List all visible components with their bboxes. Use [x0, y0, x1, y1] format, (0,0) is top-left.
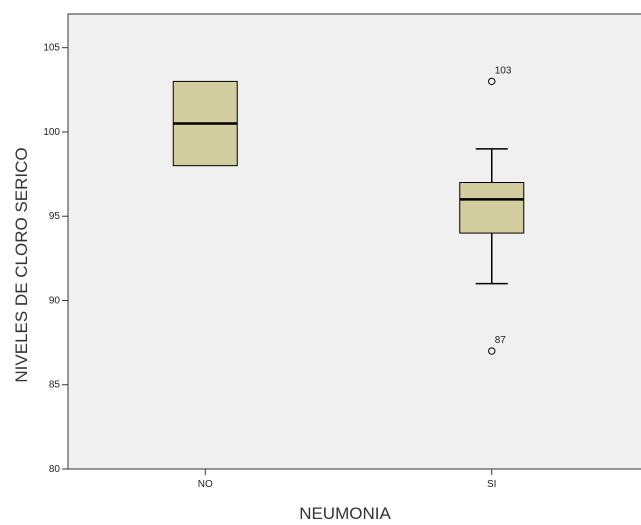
- boxes-layer: 103 87: [172, 65, 525, 355]
- outlier-label: 87: [495, 335, 507, 346]
- x-axis-label: NEUMONIA: [299, 504, 391, 523]
- outlier-point: [488, 347, 496, 355]
- y-tick-label: 100: [43, 127, 60, 138]
- y-tick-label: 105: [43, 43, 60, 54]
- outlier-label: 103: [495, 65, 512, 76]
- y-tick-label: 90: [49, 295, 61, 306]
- box-rect: [459, 182, 525, 234]
- x-tick-label: SI: [487, 479, 496, 490]
- y-tick-label: 95: [49, 211, 61, 222]
- y-tick-label: 80: [49, 464, 61, 475]
- box-no: [172, 80, 238, 167]
- y-tick-label: 85: [49, 380, 61, 391]
- box-si: 103 87: [459, 65, 525, 355]
- outlier-point: [488, 77, 496, 86]
- x-axis: NO SI: [68, 468, 641, 490]
- plot-area: [67, 13, 641, 470]
- y-axis: 80 85 90 95 100 105: [43, 14, 69, 475]
- x-tick-label: NO: [198, 479, 213, 490]
- y-axis-label: NIVELES DE CLORO SERICO: [12, 147, 31, 382]
